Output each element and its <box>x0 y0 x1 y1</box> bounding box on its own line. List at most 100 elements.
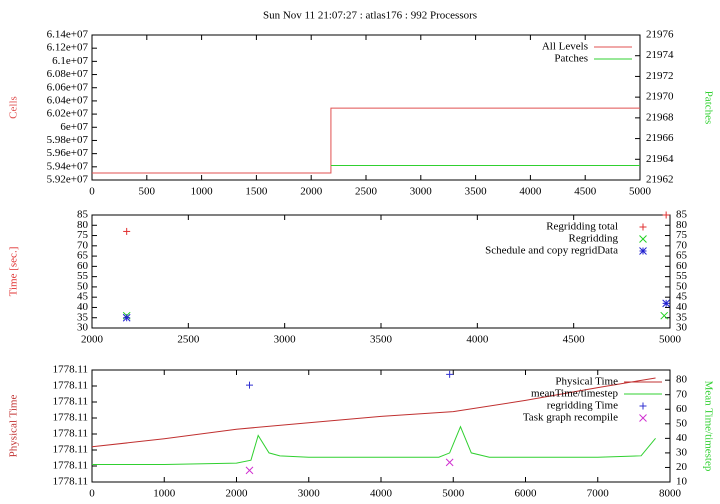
legend-label: Physical Time <box>555 376 618 388</box>
y-tick-label: 6.14e+07 <box>47 29 89 41</box>
y2-tick-label: 21968 <box>646 111 674 123</box>
y2-tick-label: 60 <box>676 260 688 272</box>
marker-stroke <box>639 247 647 255</box>
x-tick-label: 1000 <box>153 488 176 500</box>
chart-title: Sun Nov 11 21:07:27 : atlas176 : 992 Pro… <box>263 10 477 22</box>
y2-tick-label: 21972 <box>646 70 674 82</box>
line <box>92 107 640 174</box>
y-tick-label: 6.06e+07 <box>47 81 89 93</box>
x-tick-label: 3500 <box>465 186 488 198</box>
point <box>245 466 254 475</box>
x-tick-label: 4500 <box>574 186 597 198</box>
y2-tick-label: 30 <box>676 446 688 458</box>
x-tick-label: 2000 <box>226 488 249 500</box>
y2-tick-label: 35 <box>676 311 688 323</box>
y-tick-label: 30 <box>77 322 89 334</box>
y-tick-label: 35 <box>77 311 89 323</box>
y2-tick-label: 80 <box>676 219 688 231</box>
y2-axis-label: Mean Time/timestep <box>702 381 714 472</box>
y-tick-label: 85 <box>77 209 89 221</box>
legend-label: Regridding <box>569 233 619 245</box>
y2-tick-label: 65 <box>676 250 688 262</box>
y-tick-label: 55 <box>77 270 89 282</box>
y-tick-label: 6.1e+07 <box>52 55 88 67</box>
y-tick-label: 5.94e+07 <box>47 160 89 172</box>
x-tick-label: 8000 <box>659 488 682 500</box>
y2-tick-label: 75 <box>676 229 688 241</box>
x-tick-label: 3000 <box>298 488 321 500</box>
y2-tick-label: 45 <box>676 291 688 303</box>
y2-tick-label: 21966 <box>646 132 674 144</box>
line <box>92 425 656 466</box>
legend-swatch <box>639 223 647 231</box>
marker-stroke <box>122 313 131 322</box>
y2-tick-label: 55 <box>676 270 688 282</box>
y-tick-label: 1778.11 <box>53 428 88 440</box>
legend-swatch <box>639 414 647 422</box>
y2-tick-label: 40 <box>676 432 688 444</box>
y-tick-label: 1778.11 <box>53 364 88 376</box>
y2-tick-label: 50 <box>676 280 688 292</box>
x-tick-label: 4000 <box>466 334 489 346</box>
y-tick-label: 40 <box>77 301 89 313</box>
y2-tick-label: 70 <box>676 239 688 251</box>
x-tick-label: 2000 <box>81 334 104 346</box>
marker-stroke <box>245 466 254 475</box>
y-tick-label: 6.08e+07 <box>47 68 89 80</box>
x-tick-label: 4000 <box>370 488 393 500</box>
marker-stroke <box>639 414 647 422</box>
y2-tick-label: 85 <box>676 209 688 221</box>
legend-label: regridding Time <box>547 400 618 412</box>
y-axis-label: Time [sec.] <box>8 247 20 297</box>
x-tick-label: 3000 <box>274 334 297 346</box>
marker-stroke <box>639 235 647 243</box>
y-axis-label: Physical Time <box>8 395 20 458</box>
y-tick-label: 1778.11 <box>53 380 88 392</box>
y2-tick-label: 70 <box>676 388 688 400</box>
point <box>123 227 131 235</box>
x-tick-label: 2500 <box>177 334 200 346</box>
y-tick-label: 6.12e+07 <box>47 42 89 54</box>
point <box>660 311 669 320</box>
y2-tick-label: 30 <box>676 322 688 334</box>
y-tick-label: 5.92e+07 <box>47 174 89 186</box>
x-tick-label: 500 <box>139 186 156 198</box>
point <box>446 370 454 378</box>
y2-tick-label: 21976 <box>646 29 674 41</box>
marker-stroke <box>445 458 454 467</box>
y-tick-label: 60 <box>77 260 89 272</box>
legend-label: Schedule and copy regridData <box>485 245 618 257</box>
x-tick-label: 2500 <box>355 186 378 198</box>
y2-tick-label: 21964 <box>646 153 674 165</box>
y-tick-label: 1778.11 <box>53 476 88 488</box>
legend-swatch <box>639 247 647 255</box>
line <box>91 377 656 448</box>
y-tick-label: 1778.11 <box>53 396 88 408</box>
x-tick-label: 4000 <box>519 186 542 198</box>
point <box>662 299 671 308</box>
y2-tick-label: 21970 <box>646 91 674 103</box>
legend-label: All Levels <box>542 41 588 53</box>
legend-label: meanTime/timestep <box>531 388 618 400</box>
y-axis-label: Cells <box>8 96 20 119</box>
x-tick-label: 0 <box>89 488 95 500</box>
y-tick-label: 6.04e+07 <box>47 94 89 106</box>
x-tick-label: 6000 <box>515 488 538 500</box>
legend-label: Regridding total <box>546 221 618 233</box>
x-tick-label: 2000 <box>300 186 323 198</box>
x-tick-label: 1000 <box>191 186 214 198</box>
legend-label: Task graph recompile <box>523 412 618 424</box>
y2-tick-label: 80 <box>676 374 688 386</box>
y2-tick-label: 60 <box>676 403 688 415</box>
y2-tick-label: 40 <box>676 301 688 313</box>
y-tick-label: 5.98e+07 <box>47 134 89 146</box>
y-tick-label: 1778.11 <box>53 412 88 424</box>
x-tick-label: 5000 <box>629 186 652 198</box>
y-tick-label: 65 <box>77 250 89 262</box>
legend-swatch <box>639 402 647 410</box>
x-tick-label: 3500 <box>370 334 393 346</box>
y2-tick-label: 21962 <box>646 174 674 186</box>
marker-stroke <box>662 299 671 308</box>
y-tick-label: 6.02e+07 <box>47 108 89 120</box>
